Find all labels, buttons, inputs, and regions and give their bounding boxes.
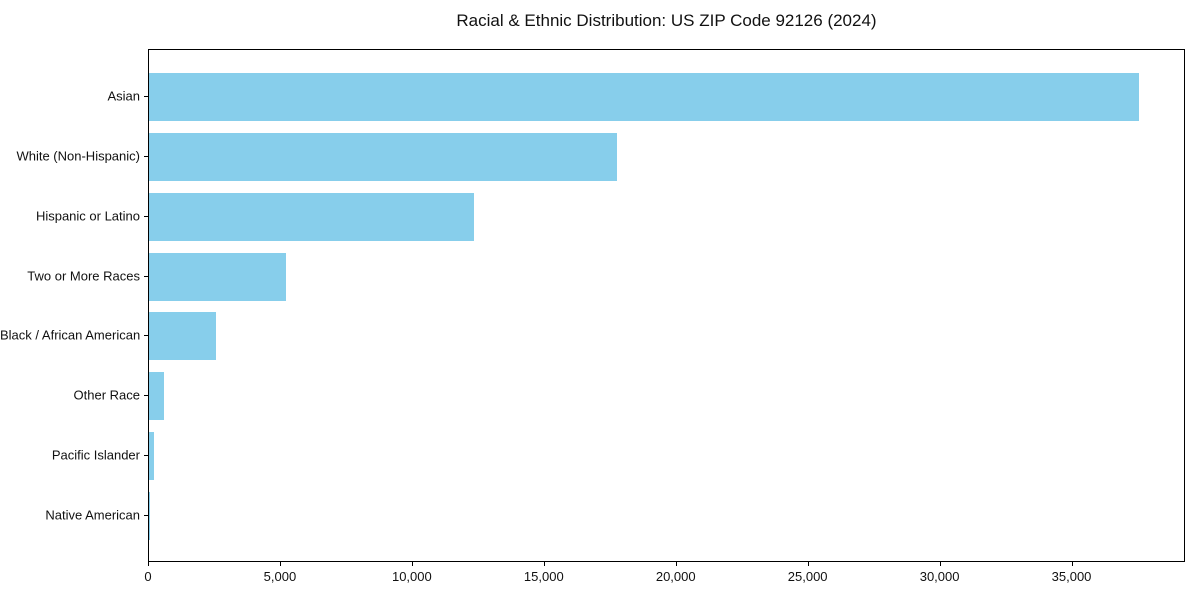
x-tick-mark-30000 bbox=[939, 562, 941, 566]
y-tick-label-two-or-more-races: Two or More Races bbox=[27, 268, 140, 284]
bar-black-african-american bbox=[149, 312, 217, 361]
x-tick-label-35000: 35,000 bbox=[1051, 569, 1092, 584]
y-tick-mark-other-race bbox=[144, 395, 148, 397]
y-tick-mark-black-african-american bbox=[144, 335, 148, 337]
x-tick-mark-0 bbox=[148, 562, 149, 566]
y-tick-label-asian: Asian bbox=[107, 88, 140, 104]
bar-asian bbox=[149, 73, 1139, 121]
x-tick-label-20000: 20,000 bbox=[655, 569, 696, 584]
bar-pacific-islander bbox=[149, 432, 154, 481]
y-tick-mark-white-non-hispanic bbox=[144, 155, 148, 157]
bar-other-race bbox=[149, 372, 165, 421]
x-tick-mark-10000 bbox=[411, 562, 413, 566]
y-tick-label-other-race: Other Race bbox=[73, 387, 140, 403]
x-tick-label-30000: 30,000 bbox=[919, 569, 960, 584]
x-tick-label-15000: 15,000 bbox=[523, 569, 564, 584]
x-tick-mark-5000 bbox=[279, 562, 281, 566]
bar-native-american bbox=[149, 492, 151, 540]
chart-title: Racial & Ethnic Distribution: US ZIP Cod… bbox=[456, 11, 877, 30]
y-tick-mark-pacific-islander bbox=[144, 455, 148, 457]
y-tick-label-black-african-american: Black / African American bbox=[0, 327, 141, 343]
y-tick-label-white-non-hispanic: White (Non-Hispanic) bbox=[16, 148, 140, 164]
y-tick-label-pacific-islander: Pacific Islander bbox=[51, 447, 140, 463]
x-tick-label-5000: 5,000 bbox=[263, 569, 297, 584]
y-tick-label-hispanic-or-latino: Hispanic or Latino bbox=[35, 208, 140, 224]
y-tick-mark-two-or-more-races bbox=[144, 275, 148, 277]
bar-white-non-hispanic bbox=[149, 132, 618, 181]
x-tick-mark-25000 bbox=[807, 562, 809, 566]
bar-two-or-more-races bbox=[149, 252, 287, 301]
plot-area bbox=[148, 49, 1185, 562]
x-tick-mark-20000 bbox=[675, 562, 677, 566]
y-tick-label-native-american: Native American bbox=[45, 507, 140, 523]
x-tick-label-0: 0 bbox=[144, 569, 152, 584]
y-tick-mark-hispanic-or-latino bbox=[144, 215, 148, 217]
x-tick-mark-15000 bbox=[543, 562, 545, 566]
x-tick-label-25000: 25,000 bbox=[787, 569, 828, 584]
x-tick-label-10000: 10,000 bbox=[391, 569, 432, 584]
y-tick-mark-native-american bbox=[144, 515, 148, 516]
x-tick-mark-35000 bbox=[1071, 562, 1073, 566]
y-tick-mark-asian bbox=[144, 96, 148, 97]
bar-hispanic-or-latino bbox=[149, 192, 474, 241]
